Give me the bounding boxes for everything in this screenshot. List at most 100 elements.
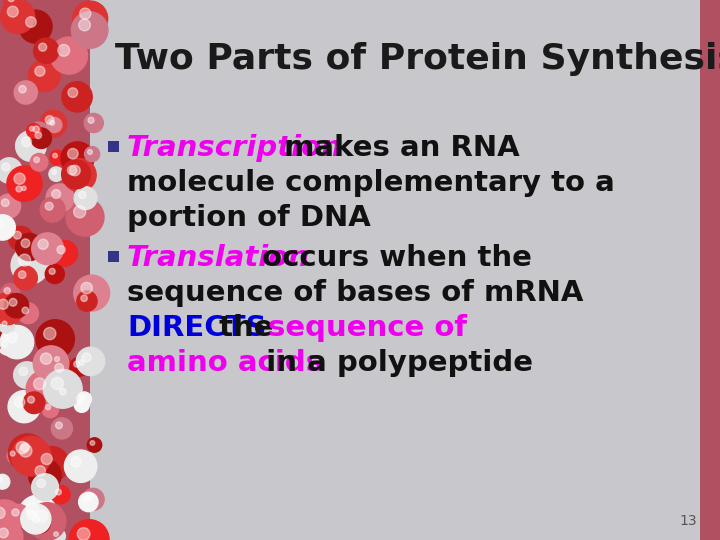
- Circle shape: [40, 197, 65, 222]
- Circle shape: [70, 357, 89, 376]
- Circle shape: [55, 384, 76, 404]
- Circle shape: [15, 437, 43, 465]
- Circle shape: [0, 507, 5, 519]
- Circle shape: [0, 500, 22, 536]
- Circle shape: [38, 239, 48, 249]
- Circle shape: [0, 318, 14, 333]
- Circle shape: [0, 158, 22, 183]
- Circle shape: [81, 295, 87, 301]
- Circle shape: [32, 474, 58, 501]
- Circle shape: [45, 202, 53, 210]
- Circle shape: [14, 362, 40, 388]
- Circle shape: [30, 126, 34, 131]
- Circle shape: [77, 400, 82, 405]
- Circle shape: [39, 43, 47, 51]
- Circle shape: [21, 443, 30, 451]
- Circle shape: [84, 146, 99, 161]
- Text: in a polypeptide: in a polypeptide: [256, 349, 534, 377]
- Circle shape: [0, 299, 9, 309]
- Circle shape: [50, 150, 64, 165]
- Circle shape: [52, 190, 60, 199]
- Circle shape: [19, 271, 26, 279]
- Circle shape: [7, 504, 30, 527]
- Text: 13: 13: [680, 514, 697, 528]
- Circle shape: [62, 160, 91, 189]
- Circle shape: [22, 307, 29, 314]
- Circle shape: [68, 166, 76, 175]
- Circle shape: [30, 153, 48, 171]
- Circle shape: [34, 447, 69, 481]
- Circle shape: [40, 110, 67, 137]
- Circle shape: [51, 529, 66, 540]
- Circle shape: [26, 503, 39, 516]
- Text: Two Parts of Protein Synthesis: Two Parts of Protein Synthesis: [115, 42, 720, 76]
- Circle shape: [78, 191, 86, 199]
- Text: molecule complementary to a: molecule complementary to a: [127, 169, 615, 197]
- Circle shape: [49, 167, 63, 181]
- Circle shape: [0, 477, 3, 482]
- Circle shape: [16, 186, 22, 192]
- Circle shape: [0, 326, 34, 359]
- Circle shape: [27, 124, 41, 138]
- Circle shape: [51, 377, 63, 390]
- Circle shape: [0, 338, 16, 355]
- Text: DIRECTS: DIRECTS: [127, 314, 266, 342]
- Text: makes an RNA: makes an RNA: [274, 134, 520, 162]
- Circle shape: [19, 254, 31, 266]
- Circle shape: [26, 17, 36, 28]
- Circle shape: [69, 519, 109, 540]
- Circle shape: [80, 8, 91, 19]
- Circle shape: [4, 0, 24, 12]
- Circle shape: [2, 341, 7, 347]
- Circle shape: [7, 332, 18, 343]
- Circle shape: [57, 246, 66, 254]
- Circle shape: [31, 128, 51, 148]
- Circle shape: [63, 159, 96, 192]
- Circle shape: [80, 395, 84, 400]
- Circle shape: [0, 522, 23, 540]
- Bar: [700, 0, 720, 540]
- Circle shape: [19, 85, 26, 93]
- Circle shape: [55, 356, 60, 362]
- Circle shape: [16, 131, 46, 161]
- Text: occurs when the: occurs when the: [252, 244, 531, 272]
- Circle shape: [12, 509, 19, 516]
- Circle shape: [78, 492, 98, 512]
- Circle shape: [55, 489, 61, 495]
- Circle shape: [34, 378, 45, 390]
- Circle shape: [47, 117, 62, 132]
- Text: amino acids: amino acids: [127, 349, 323, 377]
- Circle shape: [43, 369, 82, 408]
- Circle shape: [68, 88, 78, 97]
- Circle shape: [78, 19, 91, 31]
- Circle shape: [46, 184, 74, 212]
- Circle shape: [58, 44, 70, 56]
- Circle shape: [27, 511, 50, 534]
- Circle shape: [16, 442, 28, 454]
- Circle shape: [87, 438, 102, 452]
- Circle shape: [35, 66, 45, 76]
- Circle shape: [88, 117, 94, 123]
- Circle shape: [54, 532, 58, 536]
- Circle shape: [32, 515, 40, 523]
- Circle shape: [76, 347, 104, 376]
- Circle shape: [0, 528, 9, 538]
- Text: sequence of: sequence of: [268, 314, 467, 342]
- Circle shape: [52, 170, 56, 174]
- Circle shape: [78, 360, 84, 365]
- Circle shape: [27, 510, 37, 519]
- Circle shape: [0, 474, 10, 489]
- Circle shape: [28, 503, 66, 540]
- Circle shape: [70, 165, 80, 176]
- Circle shape: [29, 60, 60, 91]
- Circle shape: [14, 266, 37, 290]
- Circle shape: [33, 126, 40, 132]
- Text: the: the: [210, 314, 284, 342]
- Circle shape: [1, 199, 9, 207]
- Circle shape: [77, 291, 97, 311]
- Circle shape: [14, 231, 22, 239]
- Circle shape: [33, 346, 69, 381]
- Circle shape: [29, 122, 49, 142]
- Circle shape: [2, 321, 7, 326]
- Circle shape: [7, 448, 22, 463]
